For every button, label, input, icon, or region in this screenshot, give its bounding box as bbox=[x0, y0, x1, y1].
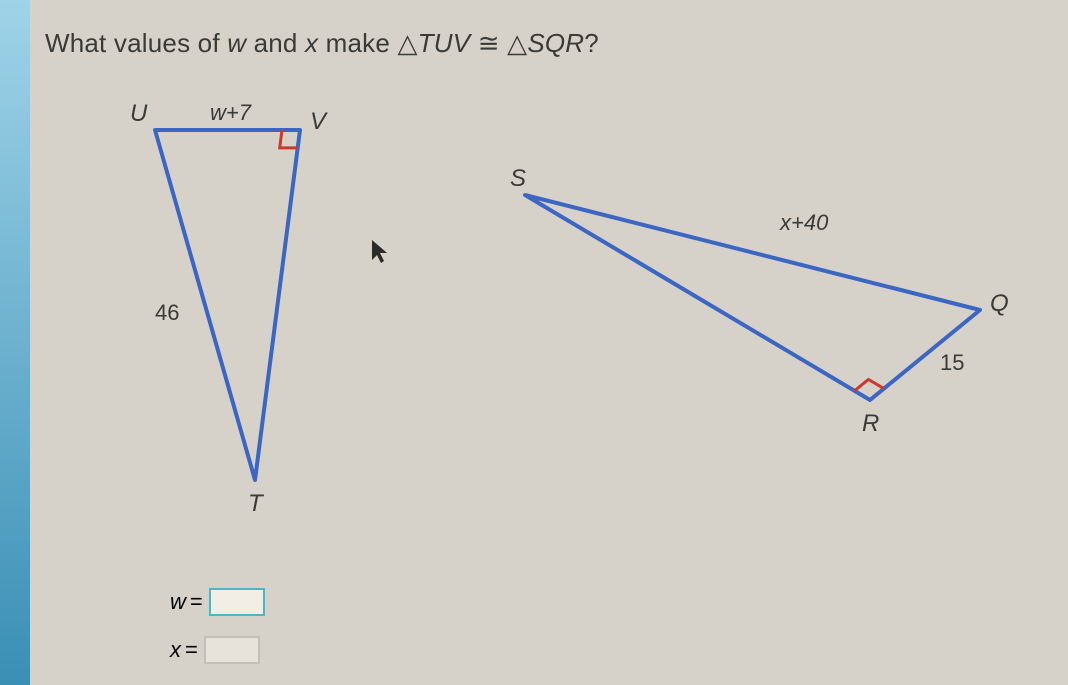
vertex-label-t: T bbox=[248, 490, 263, 518]
side-label-uv: w+7 bbox=[210, 100, 251, 126]
cursor-icon bbox=[370, 238, 390, 270]
vertex-label-v: V bbox=[310, 108, 326, 136]
vertex-label-u: U bbox=[130, 100, 147, 128]
answer-row-w: w = bbox=[170, 582, 265, 622]
equals-sign-x: = bbox=[185, 637, 198, 663]
answer-input-w[interactable] bbox=[209, 588, 265, 616]
side-label-ut: 46 bbox=[155, 300, 179, 326]
side-label-qr: 15 bbox=[940, 350, 964, 376]
answer-row-x: x = bbox=[170, 630, 265, 670]
answer-label-w: w bbox=[170, 589, 186, 615]
answer-area: w = x = bbox=[170, 582, 265, 678]
side-label-sq: x+40 bbox=[780, 210, 828, 236]
vertex-label-s: S bbox=[510, 165, 526, 193]
figures-svg bbox=[0, 0, 1068, 685]
vertex-label-r: R bbox=[862, 410, 879, 438]
equals-sign-w: = bbox=[190, 589, 203, 615]
vertex-label-q: Q bbox=[990, 290, 1009, 318]
answer-label-x: x bbox=[170, 637, 181, 663]
answer-input-x[interactable] bbox=[204, 636, 260, 664]
triangle-sqr bbox=[525, 195, 980, 400]
